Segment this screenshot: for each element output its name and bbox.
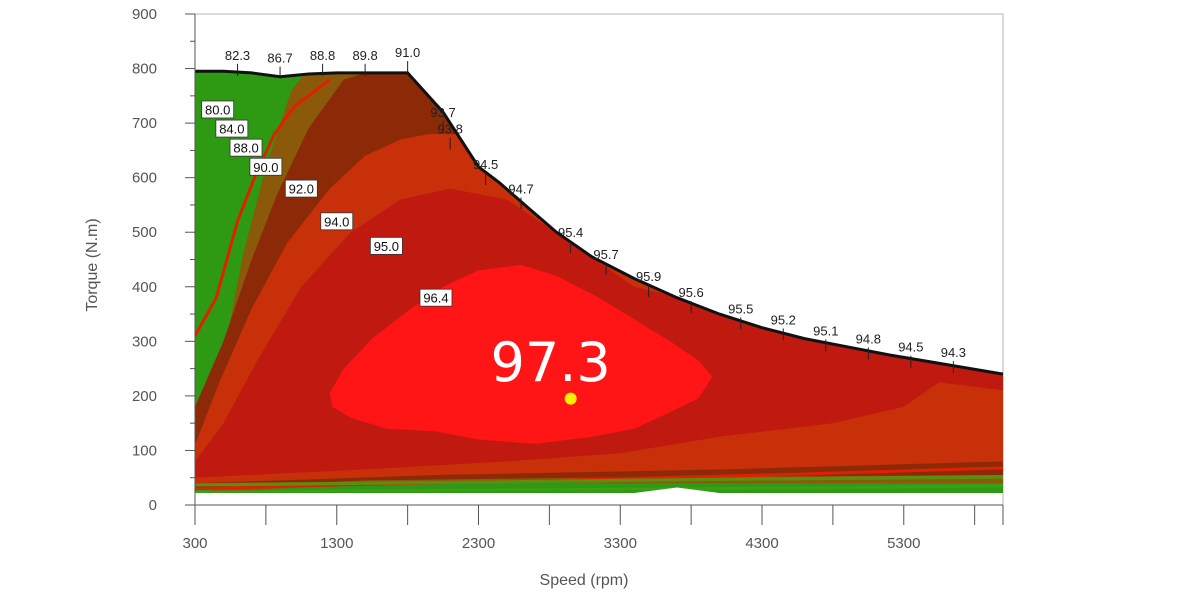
boundary-labels: 82.3 86.7 88.8 89.8 91.0 93.793.8 94.5 94.7 95.4… [225,45,966,374]
contour-efficiency-label: 84.0 [219,122,244,137]
contour-line-90 [195,78,331,337]
boundary-efficiency-label: 95.2 [771,312,796,327]
peak-efficiency-point [564,392,577,405]
y-axis: 0 100 200 300 400 500 600 700 800 900 [132,6,196,514]
contour-label-box [229,138,263,157]
boundary-efficiency-label: 94.5 [898,340,923,355]
peak-efficiency-label: 97.3 [491,331,611,394]
y-tick-label: 400 [132,279,157,296]
contour-efficiency-label: 96.4 [423,291,448,306]
boundary-efficiency-label: 86.7 [267,51,292,66]
region-high-efficiency-core [329,265,713,444]
x-axis: 300 1300 2300 3300 4300 5300 [182,504,1004,552]
boundary-efficiency-label: 94.7 [508,181,533,196]
boundary-efficiency-label: 95.4 [558,225,583,240]
y-tick-label: 500 [132,224,157,241]
y-tick-label: 900 [132,6,157,23]
contour-label-box [369,236,403,255]
contour-efficiency-label: 94.0 [324,214,349,229]
boundary-efficiency-label: 95.1 [813,323,838,338]
boundary-efficiency-label: 95.5 [728,302,753,317]
boundary-efficiency-label: 95.9 [636,269,661,284]
boundary-efficiency-label: 89.8 [352,48,377,63]
y-tick-label: 0 [149,497,157,514]
bottom-stripe-1 [195,475,1003,487]
contour-label-box [249,157,283,176]
x-tick-label: 4300 [745,535,778,552]
boundary-efficiency-label: 94.5 [473,157,498,172]
boundary-efficiency-label: 94.3 [941,345,966,360]
boundary-efficiency-label: 93.8 [438,121,463,136]
contour-efficiency-label: 90.0 [253,160,278,175]
boundary-efficiency-label: 95.7 [593,247,618,262]
contour-efficiency-label: 80.0 [205,102,230,117]
boundary-efficiency-label: 93.7 [430,105,455,120]
contour-labels: 80.0 84.0 88.0 90.0 92.0 94.0 95.0 96.4 [201,100,453,307]
boundary-efficiency-label: 94.8 [856,332,881,347]
contour-label-box [284,179,318,198]
boundary-efficiency-label: 88.8 [310,48,335,63]
contour-efficiency-label: 88.0 [233,141,258,156]
boundary-efficiency-label: 82.3 [225,48,250,63]
y-tick-label: 200 [132,388,157,405]
contour-efficiency-label: 95.0 [374,239,399,254]
bottom-stripe-2 [195,484,1003,493]
x-tick-label: 3300 [604,535,637,552]
x-tick-label: 5300 [887,535,920,552]
y-tick-label: 300 [132,333,157,350]
x-tick-label: 1300 [320,535,353,552]
y-tick-label: 800 [132,61,157,78]
y-tick-label: 100 [132,442,157,459]
y-tick-label: 600 [132,170,157,187]
contour-efficiency-label: 92.0 [289,182,314,197]
boundary-efficiency-label: 95.6 [678,285,703,300]
y-tick-label: 700 [132,115,157,132]
x-tick-label: 2300 [462,535,495,552]
y-axis-label: Torque (N.m) [84,218,101,311]
contour-label-box [419,288,453,307]
bottom-stripe-3 [634,487,720,493]
torque-envelope-line [195,69,1004,376]
contour-label-box [201,100,235,119]
x-tick-label: 300 [182,535,207,552]
x-axis-label: Speed (rpm) [540,572,629,589]
contour-label-box [215,119,249,138]
contour-label-box [320,212,354,231]
efficiency-map-regions [195,71,1003,494]
boundary-efficiency-label: 91.0 [395,45,420,60]
